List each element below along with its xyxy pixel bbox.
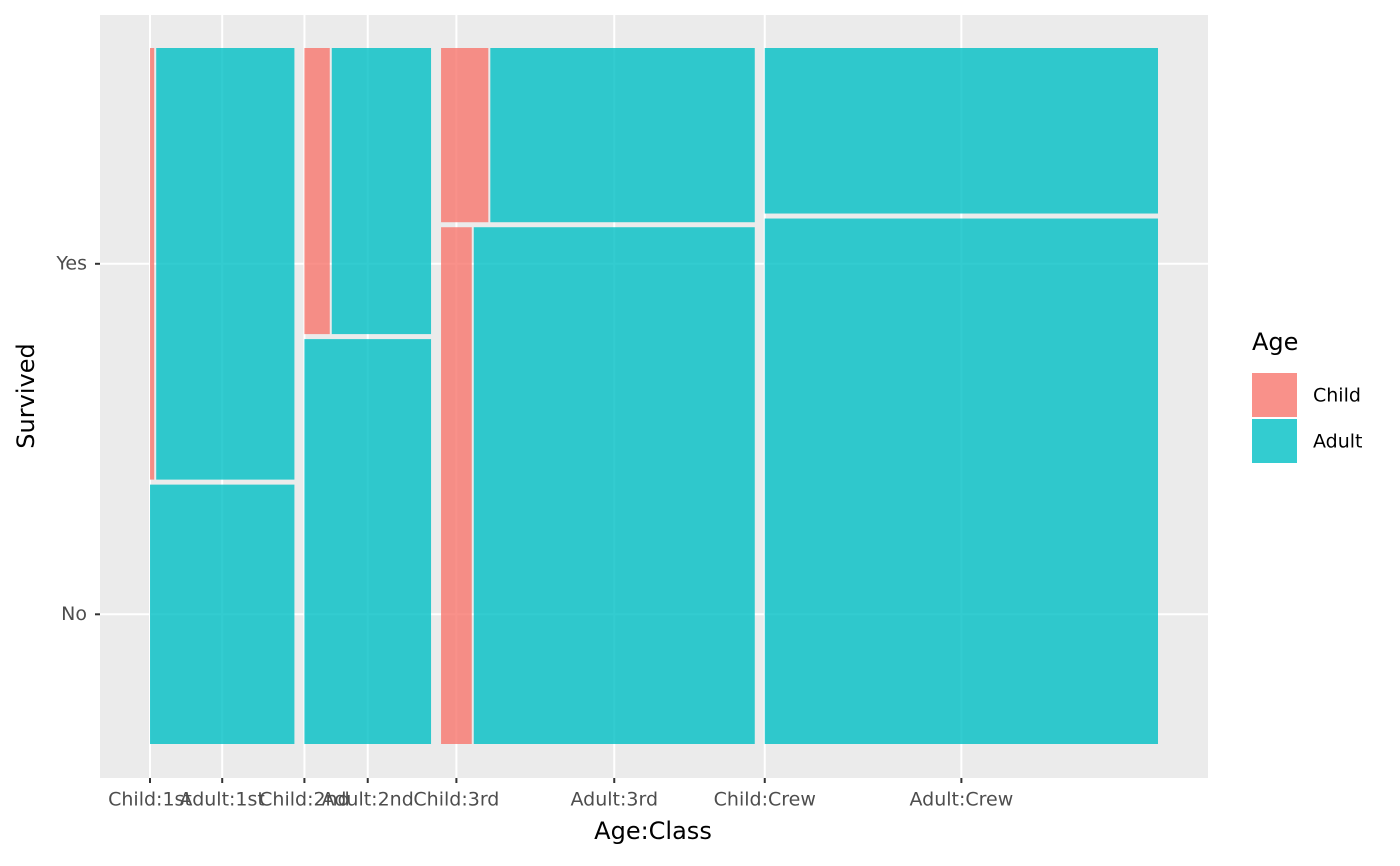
x-tick-label: Child:Crew	[714, 789, 816, 811]
legend-title: Age	[1252, 328, 1298, 356]
x-tick-label: Child:1st	[108, 789, 192, 811]
mosaic-cell	[150, 48, 155, 480]
x-tick-label: Adult:1st	[180, 789, 265, 811]
y-tick-label: No	[61, 603, 87, 625]
mosaic-cell	[304, 339, 432, 744]
legend-key	[1252, 419, 1297, 463]
mosaic-cell	[331, 48, 432, 335]
legend-label: Child	[1313, 385, 1361, 407]
x-tick-label: Adult:2nd	[322, 789, 414, 811]
mosaic-cell	[473, 227, 755, 744]
mosaic-cell	[304, 48, 330, 335]
mosaic-cell	[156, 48, 295, 480]
x-tick-label: Child:2nd	[259, 789, 350, 811]
mosaic-cell	[150, 484, 295, 744]
mosaic-cell	[764, 218, 1158, 744]
mosaic-cell	[764, 48, 1158, 214]
y-axis-title: Survived	[12, 343, 40, 448]
x-tick-label: Adult:3rd	[570, 789, 658, 811]
mosaic-cell	[441, 227, 472, 744]
legend-key	[1252, 373, 1297, 417]
x-axis-title: Age:Class	[594, 817, 712, 845]
x-tick-label: Child:3rd	[413, 789, 499, 811]
x-tick-label: Adult:Crew	[909, 789, 1013, 811]
legend-label: Adult	[1313, 431, 1363, 453]
y-tick-label: Yes	[55, 252, 87, 274]
mosaic-cell	[441, 48, 489, 223]
mosaic-cell	[490, 48, 755, 223]
